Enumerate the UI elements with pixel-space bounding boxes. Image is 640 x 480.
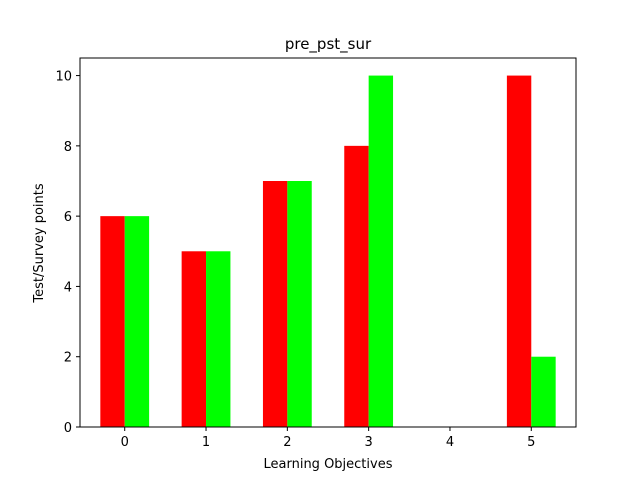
y-tick-label-6: 6 (64, 210, 72, 225)
axes-frame (79, 57, 577, 428)
bar-series1-cat2 (287, 181, 312, 427)
plot-area: 0 1 2 3 4 5 0 2 4 6 8 10 (55, 57, 577, 450)
bar-series1-cat3 (368, 75, 394, 428)
y-tick-label-0: 0 (64, 421, 72, 436)
x-tick-label-4: 4 (446, 435, 454, 450)
y-tick-label-4: 4 (64, 280, 72, 295)
x-axis-label: Learning Objectives (264, 457, 393, 472)
bar-series0-cat1 (181, 251, 207, 427)
y-tick-label-8: 8 (64, 140, 72, 155)
x-tick-label-3: 3 (365, 435, 373, 450)
x-tick-label-5: 5 (527, 435, 535, 450)
bar-series0-cat2 (262, 181, 288, 427)
bar-series1-cat0 (124, 216, 150, 427)
x-tick-label-1: 1 (202, 435, 210, 450)
chart-title: pre_pst_sur (285, 35, 372, 54)
bar-series0-cat0 (100, 216, 125, 427)
y-tick-label-10: 10 (55, 70, 72, 85)
x-tick-label-2: 2 (283, 435, 291, 450)
bar-series0-cat3 (344, 145, 369, 427)
x-tick-label-0: 0 (121, 435, 129, 450)
bar-series1-cat5 (531, 356, 556, 427)
y-tick-label-2: 2 (64, 351, 72, 366)
bar-series0-cat5 (506, 75, 532, 428)
bar-series1-cat1 (206, 251, 231, 427)
y-axis-label: Test/Survey points (32, 183, 47, 303)
